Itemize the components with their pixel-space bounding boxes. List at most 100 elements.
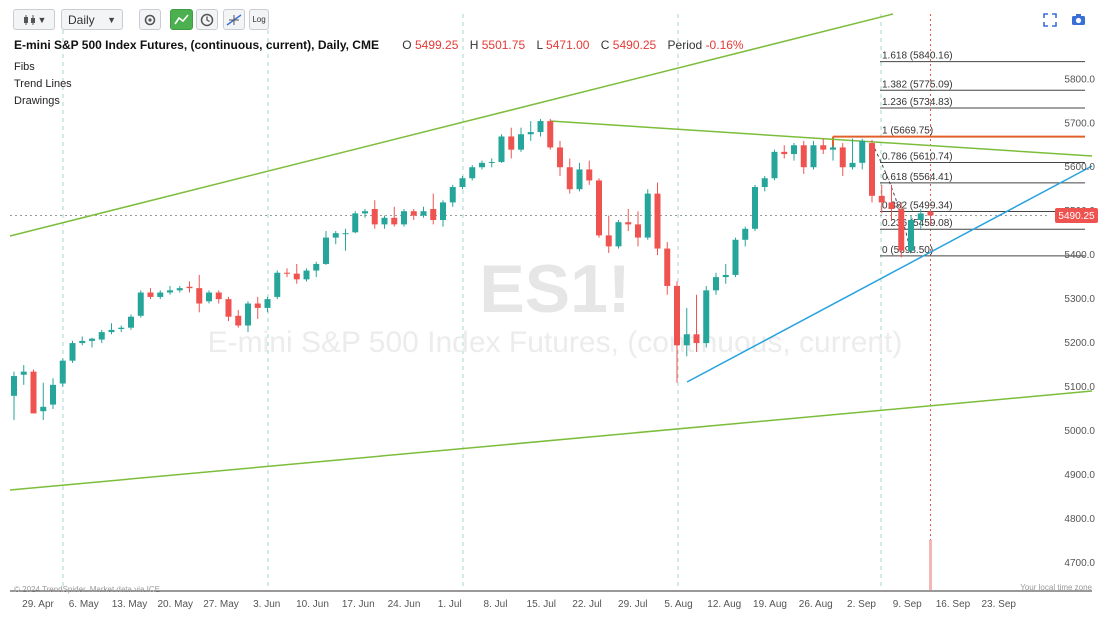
candle[interactable]: [488, 158, 495, 168]
candle[interactable]: [479, 160, 485, 170]
candle[interactable]: [791, 143, 797, 161]
candle[interactable]: [108, 323, 115, 335]
layer-fibs[interactable]: Fibs: [14, 61, 35, 73]
candle[interactable]: [781, 145, 788, 159]
candle[interactable]: [313, 261, 320, 278]
candle[interactable]: [615, 219, 622, 249]
candle[interactable]: [917, 209, 924, 229]
candle[interactable]: [674, 281, 680, 383]
candle[interactable]: [878, 184, 885, 214]
candle[interactable]: [761, 176, 768, 192]
candle[interactable]: [352, 211, 359, 234]
candle[interactable]: [147, 288, 154, 300]
candle[interactable]: [11, 371, 17, 421]
candle[interactable]: [401, 209, 407, 227]
candles[interactable]: [11, 118, 934, 421]
candle[interactable]: [820, 138, 827, 155]
layer-trend-lines[interactable]: Trend Lines: [14, 78, 72, 90]
candle[interactable]: [137, 290, 144, 318]
candle[interactable]: [722, 263, 729, 284]
candle[interactable]: [527, 121, 534, 141]
candle[interactable]: [176, 285, 183, 293]
candle[interactable]: [128, 314, 134, 330]
candle[interactable]: [771, 149, 778, 181]
candle[interactable]: [625, 209, 632, 231]
candle[interactable]: [59, 358, 66, 388]
fibonacci-levels[interactable]: 0 (5398.50) 0.236 (5459.08) 0.382 (5499.34…: [832, 51, 1085, 257]
candle[interactable]: [430, 193, 437, 225]
candle[interactable]: [362, 209, 368, 218]
candle[interactable]: [323, 230, 329, 265]
resistance-line[interactable]: [549, 120, 1093, 157]
candle[interactable]: [381, 215, 388, 229]
candle[interactable]: [654, 182, 661, 256]
candle[interactable]: [196, 274, 203, 313]
upper-channel-line[interactable]: [9, 13, 894, 237]
bar-style-button[interactable]: ▼: [13, 9, 55, 30]
candle[interactable]: [157, 290, 164, 300]
candle[interactable]: [264, 296, 271, 313]
candle[interactable]: [118, 325, 125, 333]
candle[interactable]: [566, 158, 573, 194]
candle[interactable]: [693, 294, 700, 352]
candle[interactable]: [537, 118, 544, 137]
candle[interactable]: [605, 215, 612, 253]
candle[interactable]: [683, 307, 690, 357]
timezone-label[interactable]: Your local time zone: [1020, 583, 1092, 592]
candle[interactable]: [69, 340, 76, 363]
support-line[interactable]: [686, 165, 1093, 383]
candle[interactable]: [420, 206, 427, 218]
candle[interactable]: [839, 143, 846, 177]
candle[interactable]: [888, 184, 895, 220]
candle[interactable]: [254, 296, 261, 319]
candle[interactable]: [225, 296, 232, 322]
candle[interactable]: [469, 165, 476, 181]
candle[interactable]: [664, 241, 671, 295]
candle[interactable]: [30, 369, 37, 414]
candle[interactable]: [810, 140, 817, 170]
candle[interactable]: [284, 268, 290, 278]
candle[interactable]: [206, 290, 212, 304]
fullscreen-icon[interactable]: [1043, 13, 1057, 27]
drawing-tool-button[interactable]: [223, 9, 245, 30]
candle[interactable]: [586, 160, 593, 185]
candle[interactable]: [644, 189, 651, 240]
candle[interactable]: [849, 138, 856, 170]
candle[interactable]: [703, 285, 710, 348]
candle[interactable]: [98, 329, 105, 344]
candle[interactable]: [635, 211, 641, 247]
candle[interactable]: [742, 226, 749, 247]
layer-drawings[interactable]: Drawings: [14, 95, 60, 107]
candle[interactable]: [332, 230, 339, 245]
candle[interactable]: [410, 209, 417, 220]
candle[interactable]: [391, 206, 398, 227]
lower-channel-line[interactable]: [9, 390, 1093, 491]
candle[interactable]: [342, 228, 349, 251]
candle[interactable]: [518, 127, 524, 152]
candle[interactable]: [498, 134, 505, 163]
candle[interactable]: [50, 378, 56, 410]
candle[interactable]: [215, 290, 222, 304]
price-axis[interactable]: 4700.0 4800.0 4900.0 5000.0 5100.0 5200.0 5300…: [1064, 74, 1095, 569]
candle[interactable]: [927, 210, 934, 224]
candle[interactable]: [274, 270, 281, 300]
settings-button[interactable]: [139, 9, 161, 30]
candle[interactable]: [869, 139, 875, 203]
replay-button[interactable]: [196, 9, 218, 30]
candle[interactable]: [898, 202, 905, 258]
symbol-title[interactable]: E-mini S&P 500 Index Futures, (continuou…: [14, 38, 379, 52]
candle[interactable]: [732, 237, 739, 278]
candle[interactable]: [830, 145, 836, 161]
interval-select[interactable]: Daily ▼: [61, 9, 123, 30]
candle[interactable]: [167, 285, 173, 295]
chart-mode-button[interactable]: [170, 9, 193, 30]
candle[interactable]: [40, 382, 47, 421]
candle[interactable]: [752, 184, 758, 231]
camera-icon[interactable]: [1071, 13, 1086, 26]
candle[interactable]: [576, 162, 583, 192]
candle[interactable]: [186, 281, 193, 293]
candle[interactable]: [859, 138, 866, 170]
candle[interactable]: [449, 184, 456, 207]
candle[interactable]: [557, 140, 563, 177]
